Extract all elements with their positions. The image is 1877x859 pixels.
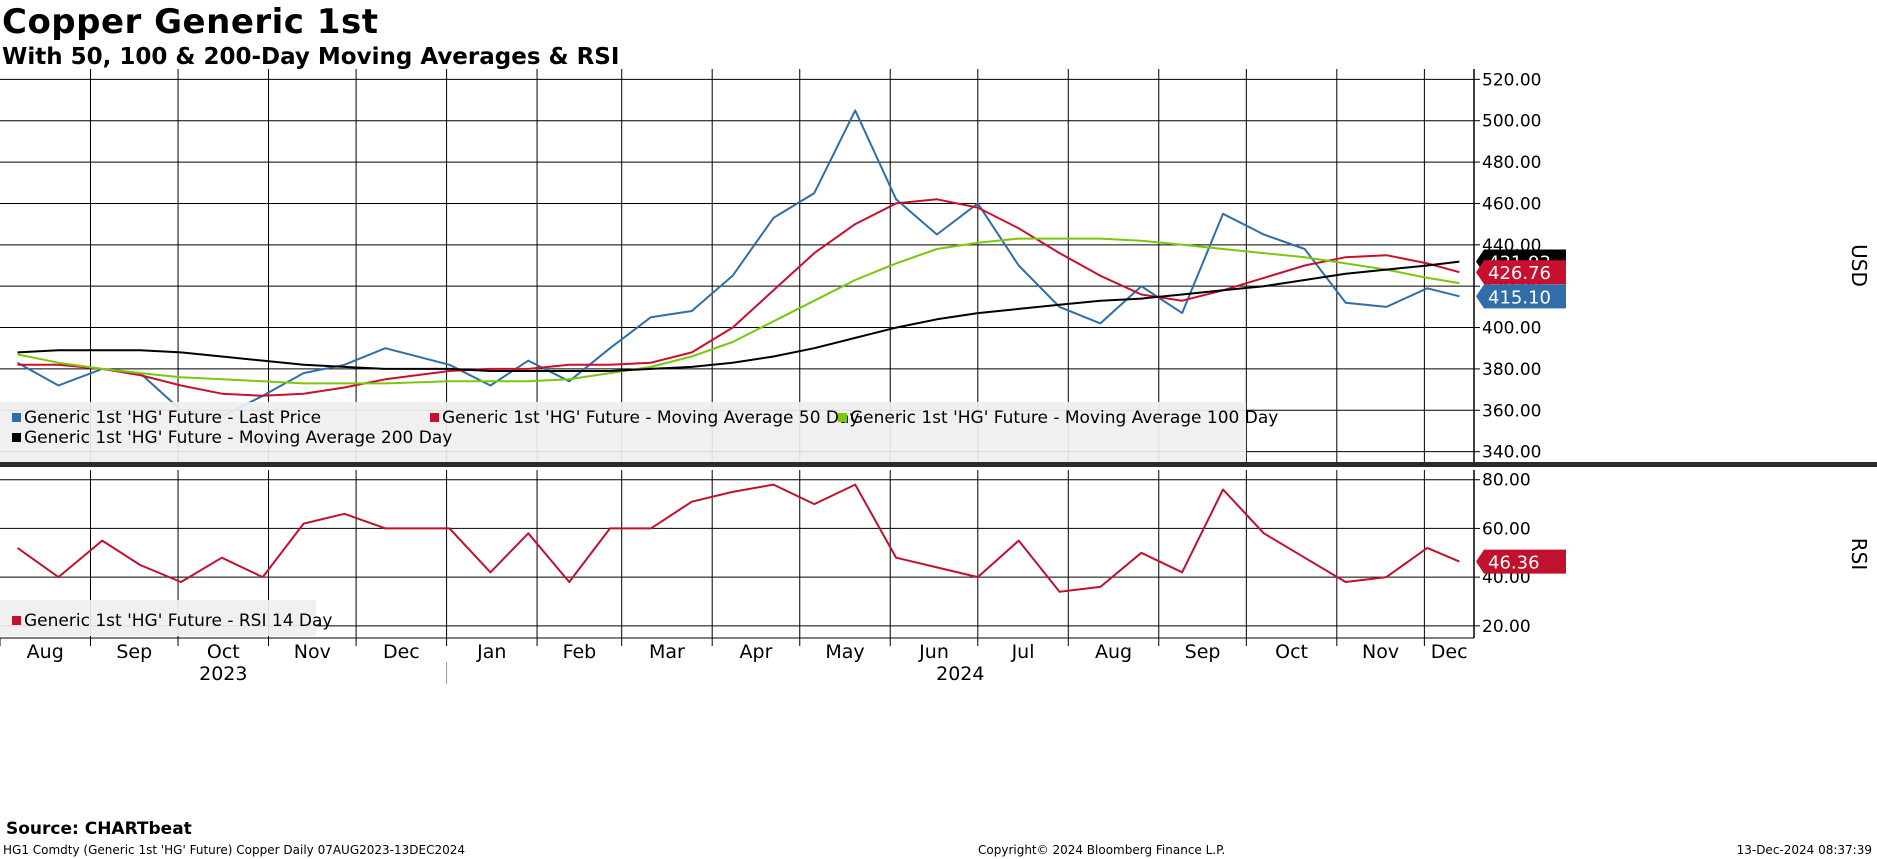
- x-tick-label: Aug: [1095, 641, 1132, 663]
- x-tick-label: May: [825, 641, 864, 663]
- last-value-tag-text: 415.10: [1488, 287, 1551, 308]
- y-tick-label: 520.00: [1482, 70, 1541, 90]
- x-tick-label: Jan: [476, 641, 506, 663]
- x-tick-label: Sep: [116, 641, 152, 663]
- year-label: 2024: [936, 663, 984, 685]
- copyright-note: Copyright© 2024 Bloomberg Finance L.P.: [978, 843, 1226, 857]
- x-tick-label: Feb: [563, 641, 597, 663]
- legend-swatch: [838, 413, 847, 422]
- y-tick-label: 500.00: [1482, 112, 1541, 132]
- y-tick-label: 80.00: [1482, 471, 1531, 491]
- last-value-tag-bg: [1476, 260, 1566, 285]
- y-tick-label: 380.00: [1482, 360, 1541, 380]
- legend-label: Generic 1st 'HG' Future - Last Price: [24, 408, 321, 428]
- legend-label: Generic 1st 'HG' Future - RSI 14 Day: [24, 611, 332, 631]
- y-tick-label: 460.00: [1482, 194, 1541, 214]
- x-tick-label: Dec: [383, 641, 420, 663]
- x-tick-label: Aug: [27, 641, 64, 663]
- y-axis-title: USD: [1847, 244, 1871, 287]
- legend: Generic 1st 'HG' Future - RSI 14 Day: [0, 600, 332, 636]
- last-value-tag-text: 426.76: [1488, 263, 1551, 284]
- x-tick-label: Apr: [740, 641, 773, 663]
- legend-swatch: [12, 433, 21, 442]
- x-tick-label: Sep: [1185, 641, 1221, 663]
- legend: Generic 1st 'HG' Future - Last Price Gene…: [0, 402, 1278, 462]
- x-tick-label: Nov: [1362, 641, 1399, 663]
- panel-0: 520.00500.00480.00460.00440.00420.00400.…: [0, 69, 1871, 463]
- source-note: Source: CHARTbeat: [6, 819, 192, 839]
- series-line-ma200: [17, 260, 1460, 372]
- last-value-tag-bg: [1476, 549, 1566, 574]
- chart-title: Copper Generic 1st: [2, 2, 379, 42]
- ticker-line: HG1 Comdty (Generic 1st 'HG' Future) Cop…: [3, 843, 466, 857]
- x-tick-label: Nov: [294, 641, 331, 663]
- series-line-ma50: [17, 198, 1460, 397]
- legend-label: Generic 1st 'HG' Future - Moving Average…: [850, 408, 1278, 428]
- y-tick-label: 360.00: [1482, 401, 1541, 421]
- chart-subtitle: With 50, 100 & 200-Day Moving Averages &…: [2, 44, 620, 70]
- last-value-tag: 415.10: [1476, 284, 1566, 309]
- x-tick-label: Oct: [1275, 641, 1308, 663]
- last-value-tag: 46.36: [1476, 549, 1566, 574]
- x-tick-label: Jul: [1011, 641, 1035, 663]
- legend-bg: [0, 600, 316, 636]
- series-line-last_price: [17, 109, 1460, 418]
- last-value-tag-text: 46.36: [1488, 553, 1540, 574]
- x-tick-label: Mar: [649, 641, 685, 663]
- y-axis-title: RSI: [1847, 538, 1871, 571]
- legend-swatch: [12, 616, 21, 625]
- y-tick-label: 340.00: [1482, 443, 1541, 463]
- x-tick-label: Dec: [1431, 641, 1468, 663]
- legend-bg: [0, 402, 1246, 462]
- series-line-rsi: [16, 483, 1460, 593]
- series-line-ma100: [17, 237, 1460, 385]
- legend-label: Generic 1st 'HG' Future - Moving Average…: [24, 428, 452, 448]
- panel-separator: [0, 462, 1877, 467]
- legend-swatch: [430, 413, 439, 422]
- last-value-tag: 426.76: [1476, 260, 1566, 285]
- y-tick-label: 400.00: [1482, 319, 1541, 339]
- y-tick-label: 480.00: [1482, 153, 1541, 173]
- timestamp: 13-Dec-2024 08:37:39: [1736, 843, 1872, 857]
- legend-label: Generic 1st 'HG' Future - Moving Average…: [442, 408, 860, 428]
- legend-swatch: [12, 413, 21, 422]
- last-value-tag-bg: [1476, 284, 1566, 309]
- y-tick-label: 20.00: [1482, 617, 1531, 637]
- x-tick-label: Oct: [207, 641, 240, 663]
- x-tick-label: Jun: [918, 641, 949, 663]
- y-tick-label: 60.00: [1482, 519, 1531, 539]
- year-label: 2023: [199, 663, 247, 685]
